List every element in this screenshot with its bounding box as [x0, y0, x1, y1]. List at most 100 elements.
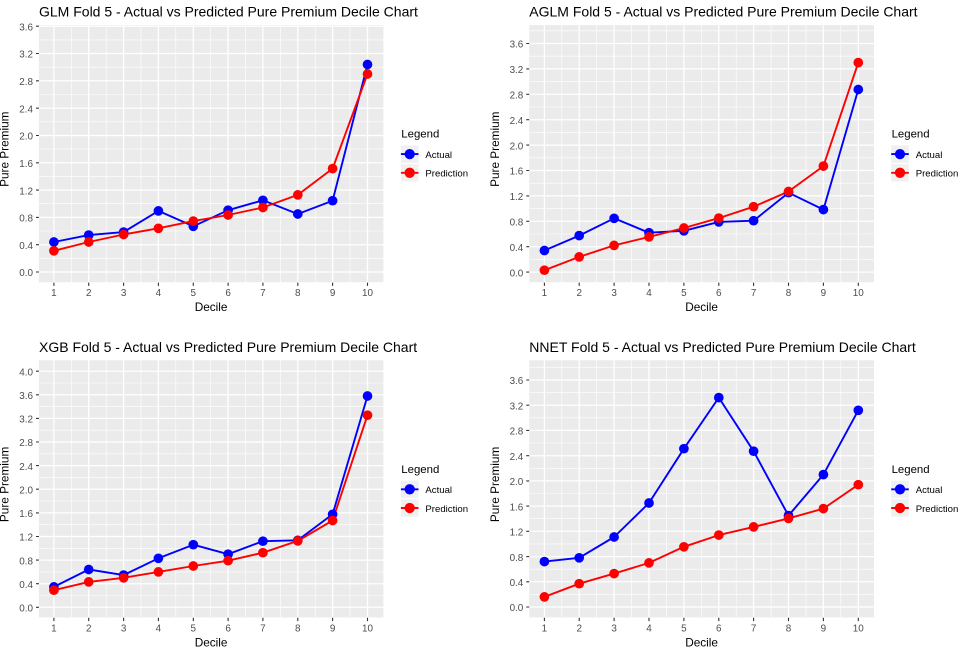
svg-text:10: 10 [853, 288, 864, 299]
svg-text:2.8: 2.8 [19, 77, 33, 88]
svg-text:2.8: 2.8 [510, 91, 524, 102]
svg-text:2: 2 [86, 288, 92, 299]
svg-text:10: 10 [362, 623, 373, 634]
svg-text:4: 4 [156, 288, 162, 299]
svg-text:1.2: 1.2 [19, 186, 33, 197]
svg-text:XGB Fold 5 - Actual vs Predict: XGB Fold 5 - Actual vs Predicted Pure Pr… [39, 339, 417, 355]
svg-text:0.0: 0.0 [510, 268, 524, 279]
svg-text:0.8: 0.8 [19, 214, 33, 225]
svg-text:Actual: Actual [916, 150, 943, 161]
svg-text:1.6: 1.6 [510, 502, 524, 513]
svg-text:5: 5 [681, 623, 687, 634]
svg-text:GLM Fold 5 - Actual vs Predict: GLM Fold 5 - Actual vs Predicted Pure Pr… [39, 4, 418, 20]
svg-text:1.2: 1.2 [510, 528, 524, 539]
svg-text:Pure Premium: Pure Premium [488, 447, 502, 523]
svg-text:0.8: 0.8 [510, 553, 524, 564]
svg-text:8: 8 [786, 623, 792, 634]
svg-text:7: 7 [260, 623, 266, 634]
svg-text:2: 2 [576, 623, 582, 634]
svg-text:2: 2 [576, 288, 582, 299]
svg-text:2.4: 2.4 [510, 452, 524, 463]
svg-text:1.6: 1.6 [19, 509, 33, 520]
svg-text:7: 7 [260, 288, 266, 299]
svg-text:0.0: 0.0 [19, 268, 33, 279]
svg-text:3.6: 3.6 [510, 376, 524, 387]
svg-text:Legend: Legend [401, 464, 439, 476]
svg-text:4: 4 [646, 288, 652, 299]
svg-text:0.0: 0.0 [510, 603, 524, 614]
svg-text:2.4: 2.4 [19, 104, 33, 115]
svg-text:2.4: 2.4 [19, 462, 33, 473]
svg-text:NNET Fold 5 - Actual vs Predic: NNET Fold 5 - Actual vs Predicted Pure P… [529, 339, 916, 355]
svg-text:8: 8 [295, 623, 301, 634]
svg-text:Prediction: Prediction [425, 504, 468, 515]
svg-text:0.4: 0.4 [19, 580, 33, 591]
svg-text:8: 8 [786, 288, 792, 299]
svg-text:Pure Premium: Pure Premium [0, 447, 12, 523]
svg-text:Legend: Legend [401, 129, 439, 141]
svg-text:2.4: 2.4 [510, 116, 524, 127]
svg-text:Pure Premium: Pure Premium [488, 111, 502, 187]
svg-text:Decile: Decile [195, 635, 228, 649]
svg-text:0.4: 0.4 [510, 243, 524, 254]
svg-text:Legend: Legend [892, 129, 930, 141]
svg-text:0.4: 0.4 [510, 578, 524, 589]
svg-text:2.8: 2.8 [510, 427, 524, 438]
svg-text:3.2: 3.2 [19, 50, 33, 61]
svg-text:9: 9 [821, 623, 827, 634]
svg-text:4: 4 [646, 623, 652, 634]
svg-text:1: 1 [542, 623, 548, 634]
svg-text:0.4: 0.4 [19, 241, 33, 252]
svg-text:AGLM Fold 5 - Actual vs Predic: AGLM Fold 5 - Actual vs Predicted Pure P… [529, 4, 917, 20]
svg-text:6: 6 [225, 288, 231, 299]
svg-text:Prediction: Prediction [916, 504, 959, 515]
svg-text:2.8: 2.8 [19, 438, 33, 449]
svg-text:3: 3 [611, 623, 617, 634]
svg-text:5: 5 [681, 288, 687, 299]
svg-text:9: 9 [330, 288, 336, 299]
svg-text:2: 2 [86, 623, 92, 634]
svg-text:0.8: 0.8 [510, 218, 524, 229]
svg-text:4.0: 4.0 [19, 367, 33, 378]
svg-text:1.2: 1.2 [19, 533, 33, 544]
svg-text:Prediction: Prediction [425, 169, 468, 180]
svg-text:Actual: Actual [425, 150, 452, 161]
svg-text:4: 4 [156, 623, 162, 634]
svg-text:3: 3 [121, 623, 127, 634]
svg-text:10: 10 [853, 623, 864, 634]
svg-text:0.8: 0.8 [19, 556, 33, 567]
svg-text:0.0: 0.0 [19, 604, 33, 615]
svg-text:Decile: Decile [685, 635, 718, 649]
svg-text:Actual: Actual [425, 485, 452, 496]
svg-text:2.0: 2.0 [510, 477, 524, 488]
svg-text:3.6: 3.6 [19, 391, 33, 402]
svg-text:Decile: Decile [195, 300, 228, 314]
svg-text:2.0: 2.0 [510, 141, 524, 152]
svg-text:9: 9 [821, 288, 827, 299]
svg-text:8: 8 [295, 288, 301, 299]
svg-text:6: 6 [225, 623, 231, 634]
svg-text:6: 6 [716, 623, 722, 634]
svg-text:5: 5 [191, 623, 197, 634]
svg-text:1.6: 1.6 [19, 159, 33, 170]
svg-text:Prediction: Prediction [916, 169, 959, 180]
svg-text:3.6: 3.6 [510, 40, 524, 51]
svg-text:1: 1 [542, 288, 548, 299]
svg-text:7: 7 [751, 288, 757, 299]
svg-text:Actual: Actual [916, 485, 943, 496]
svg-text:9: 9 [330, 623, 336, 634]
svg-text:Pure Premium: Pure Premium [0, 111, 12, 187]
svg-text:3.6: 3.6 [19, 22, 33, 33]
svg-text:7: 7 [751, 623, 757, 634]
svg-text:Legend: Legend [892, 464, 930, 476]
svg-text:6: 6 [716, 288, 722, 299]
svg-text:3.2: 3.2 [510, 401, 524, 412]
svg-text:1.2: 1.2 [510, 192, 524, 203]
svg-text:3.2: 3.2 [19, 415, 33, 426]
svg-text:3.2: 3.2 [510, 65, 524, 76]
svg-text:3: 3 [611, 288, 617, 299]
svg-text:1: 1 [51, 288, 57, 299]
svg-text:5: 5 [191, 288, 197, 299]
svg-text:1.6: 1.6 [510, 167, 524, 178]
svg-text:Decile: Decile [685, 300, 718, 314]
